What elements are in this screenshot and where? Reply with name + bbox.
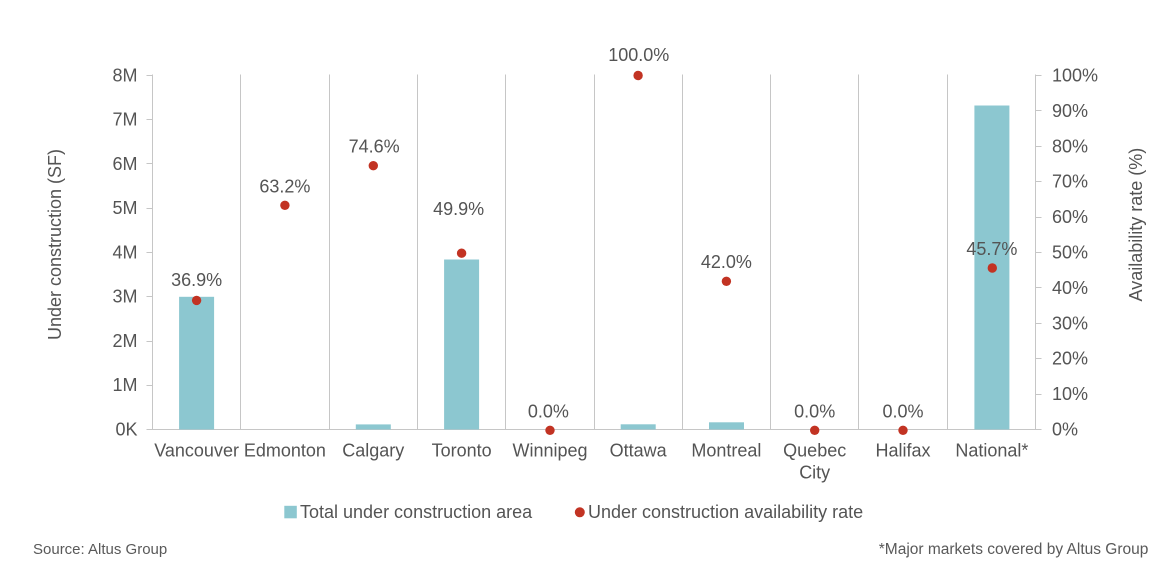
svg-text:Source: Altus Group: Source: Altus Group	[33, 541, 167, 558]
svg-text:60%: 60%	[1052, 207, 1088, 227]
svg-text:Under construction availabilit: Under construction availability rate	[588, 502, 863, 522]
svg-text:Ottawa: Ottawa	[610, 441, 668, 461]
svg-text:63.2%: 63.2%	[259, 176, 310, 196]
svg-text:City: City	[799, 463, 830, 483]
svg-text:90%: 90%	[1052, 101, 1088, 121]
svg-text:20%: 20%	[1052, 349, 1088, 369]
svg-text:74.6%: 74.6%	[349, 136, 400, 156]
svg-text:3M: 3M	[112, 287, 137, 307]
svg-text:49.9%: 49.9%	[433, 199, 484, 219]
svg-text:50%: 50%	[1052, 243, 1088, 263]
svg-text:8M: 8M	[112, 66, 137, 86]
svg-text:0.0%: 0.0%	[794, 401, 835, 421]
svg-text:6M: 6M	[112, 154, 137, 174]
svg-text:5M: 5M	[112, 198, 137, 218]
svg-text:Calgary: Calgary	[342, 441, 404, 461]
svg-text:Toronto: Toronto	[432, 441, 492, 461]
svg-text:Montreal: Montreal	[691, 441, 761, 461]
svg-text:45.7%: 45.7%	[966, 239, 1017, 259]
svg-text:Winnipeg: Winnipeg	[512, 441, 587, 461]
svg-text:Availability rate (%): Availability rate (%)	[1126, 148, 1146, 302]
svg-text:0%: 0%	[1052, 420, 1078, 440]
svg-text:7M: 7M	[112, 110, 137, 130]
svg-text:Halifax: Halifax	[875, 441, 930, 461]
svg-text:70%: 70%	[1052, 172, 1088, 192]
svg-text:1M: 1M	[112, 375, 137, 395]
svg-text:Edmonton: Edmonton	[244, 441, 326, 461]
svg-text:10%: 10%	[1052, 384, 1088, 404]
svg-text:100.0%: 100.0%	[608, 45, 669, 65]
svg-text:0K: 0K	[115, 420, 137, 440]
svg-text:36.9%: 36.9%	[171, 270, 222, 290]
svg-text:Quebec: Quebec	[783, 441, 846, 461]
svg-text:*Major markets covered by Altu: *Major markets covered by Altus Group	[879, 541, 1149, 558]
svg-text:42.0%: 42.0%	[701, 252, 752, 272]
svg-text:National*: National*	[955, 441, 1028, 461]
svg-text:0.0%: 0.0%	[882, 401, 923, 421]
svg-text:40%: 40%	[1052, 278, 1088, 298]
svg-text:80%: 80%	[1052, 136, 1088, 156]
svg-text:30%: 30%	[1052, 313, 1088, 333]
svg-text:0.0%: 0.0%	[528, 401, 569, 421]
svg-text:Total under construction area: Total under construction area	[300, 502, 533, 522]
svg-text:4M: 4M	[112, 243, 137, 263]
svg-text:100%: 100%	[1052, 66, 1098, 86]
svg-text:Under construction (SF): Under construction (SF)	[45, 149, 65, 340]
svg-text:Vancouver: Vancouver	[154, 441, 239, 461]
svg-text:2M: 2M	[112, 331, 137, 351]
